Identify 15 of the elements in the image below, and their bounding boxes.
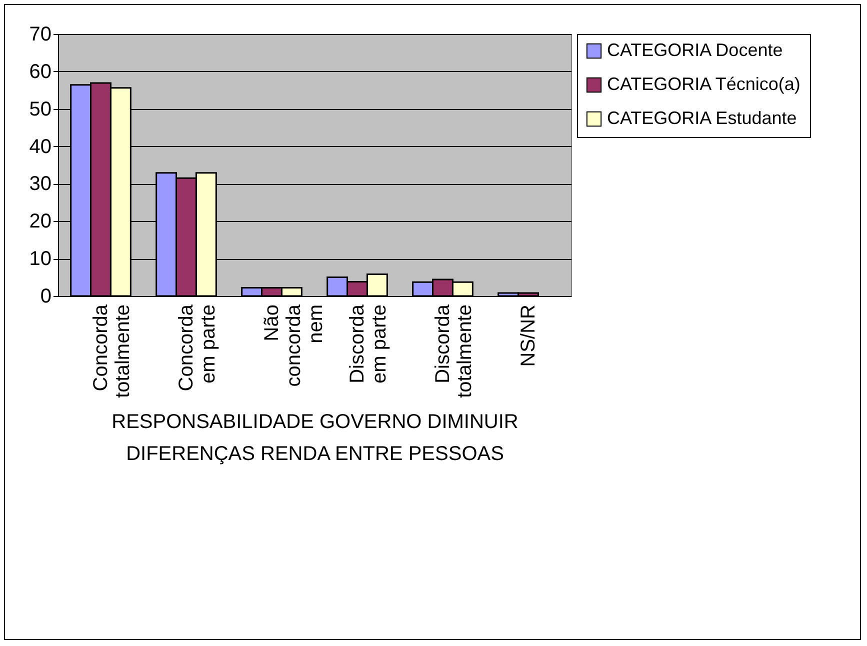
y-tick-label: 70 (29, 24, 52, 46)
legend-label: CATEGORIA Estudante (607, 108, 797, 128)
x-tick-label: NS/NR (517, 304, 540, 367)
y-tick-label: 20 (29, 210, 52, 233)
y-tick-label: 30 (29, 173, 52, 196)
legend-label: CATEGORIA Técnico(a) (607, 74, 800, 94)
x-axis-title: RESPONSABILIDADE GOVERNO DIMINUIR DIFERENÇAS RENDA ENTRE PESSOAS (112, 410, 518, 465)
x-tick-label: Concorda totalmente (90, 304, 134, 398)
y-tick-label: 60 (29, 60, 52, 83)
legend-label: CATEGORIA Docente (607, 40, 783, 60)
y-tick-label: 10 (29, 248, 52, 270)
y-tick-label: 50 (29, 98, 52, 120)
y-tick-label: 0 (40, 286, 52, 308)
x-tick-label: Não concorda nem (260, 304, 327, 387)
y-tick-label: 40 (29, 136, 52, 158)
